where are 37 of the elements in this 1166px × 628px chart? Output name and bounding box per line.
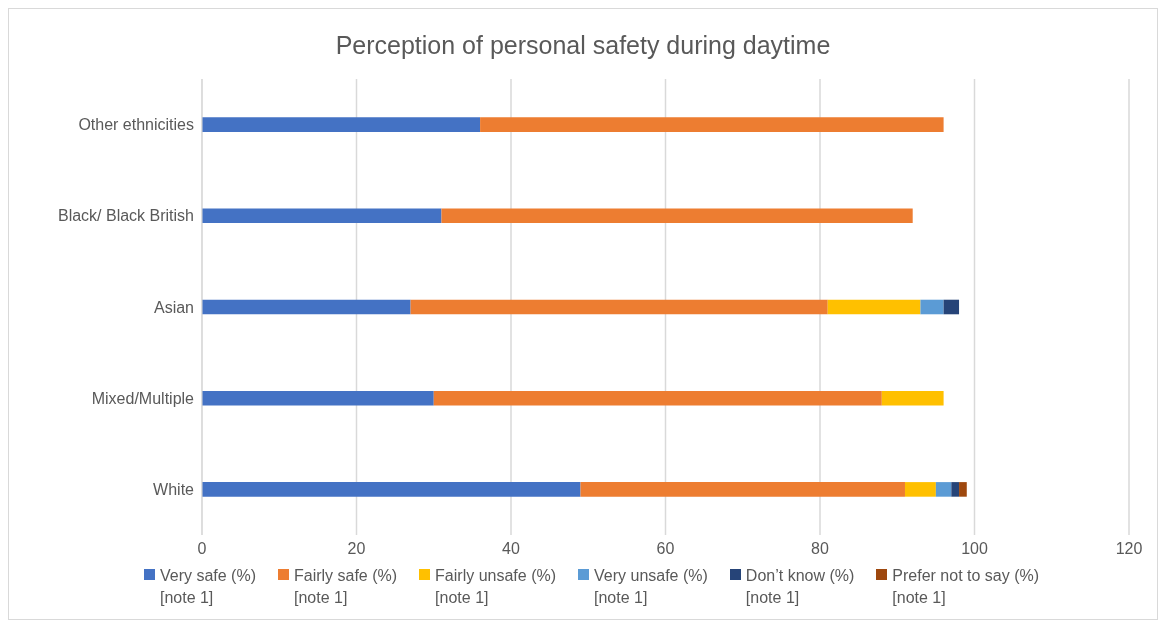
bar bbox=[943, 299, 960, 315]
bar bbox=[410, 299, 828, 315]
x-tick-label: 60 bbox=[656, 540, 675, 558]
x-tick-label: 40 bbox=[502, 540, 520, 558]
x-tick-label: 80 bbox=[811, 540, 829, 558]
bar bbox=[202, 390, 434, 406]
bar bbox=[959, 482, 967, 497]
chart-title: Perception of personal safety during daytime bbox=[334, 30, 832, 59]
bar bbox=[935, 482, 952, 497]
bar bbox=[827, 299, 921, 315]
x-tick-label: 120 bbox=[1115, 540, 1143, 558]
y-tick-label: Asian bbox=[153, 298, 194, 316]
bar bbox=[202, 117, 481, 132]
bar bbox=[904, 482, 936, 497]
legend-label: Prefer not to say (%) [note 1] bbox=[892, 566, 1040, 608]
legend-label: Fairly unsafe (%) [note 1] bbox=[435, 566, 557, 608]
bar bbox=[433, 390, 882, 406]
y-tick-label: Other ethnicities bbox=[78, 116, 194, 134]
x-tick-label: 100 bbox=[961, 540, 988, 558]
bar bbox=[480, 117, 944, 132]
y-tick-label: Mixed/Multiple bbox=[91, 389, 195, 407]
x-tick-label: 20 bbox=[347, 540, 366, 558]
bar bbox=[441, 208, 913, 224]
legend-label: Very unsafe (%) [note 1] bbox=[594, 566, 708, 608]
bar bbox=[920, 299, 944, 315]
bar bbox=[951, 482, 960, 497]
bar bbox=[202, 482, 581, 497]
bar bbox=[202, 299, 411, 315]
bar bbox=[580, 482, 905, 497]
legend-label: Don’t know (%) [note 1] bbox=[745, 566, 855, 608]
x-tick-label: 0 bbox=[197, 540, 207, 558]
bar bbox=[881, 390, 944, 406]
y-tick-label: White bbox=[153, 481, 195, 499]
legend-label: Very safe (%) [note 1] bbox=[159, 566, 256, 608]
bar bbox=[202, 208, 442, 224]
legend-label: Fairly safe (%) [note 1] bbox=[293, 566, 398, 608]
y-tick-label: Black/ Black British bbox=[57, 207, 194, 225]
